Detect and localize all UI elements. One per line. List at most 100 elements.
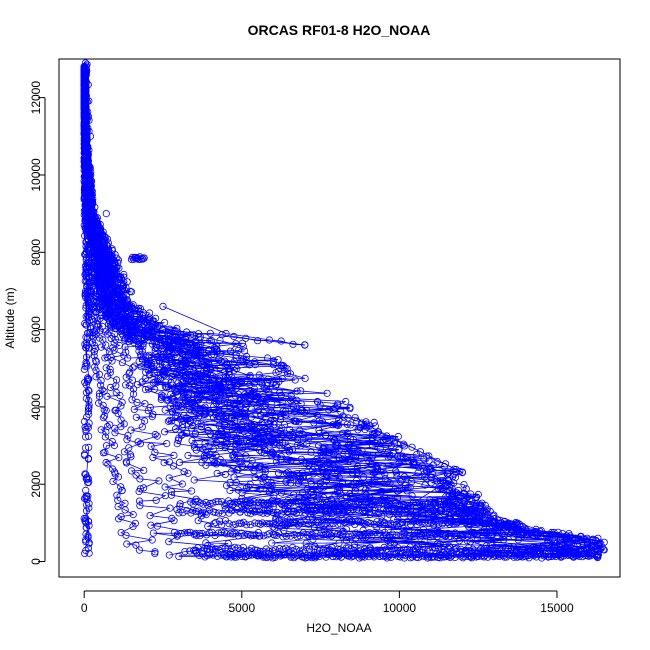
- data-point: [94, 323, 102, 331]
- data-point: [287, 392, 295, 400]
- data-point: [81, 250, 89, 259]
- data-point: [555, 540, 563, 548]
- data-point: [285, 546, 293, 554]
- data-point: [396, 486, 404, 494]
- data-point: [131, 326, 139, 334]
- data-point: [419, 545, 427, 554]
- data-point: [178, 378, 186, 386]
- data-point: [165, 474, 173, 482]
- data-point: [473, 530, 481, 538]
- data-point: [253, 507, 261, 515]
- data-point: [563, 532, 571, 540]
- data-point: [85, 549, 93, 557]
- data-point: [205, 347, 213, 355]
- data-point: [162, 361, 170, 369]
- data-point: [216, 517, 224, 525]
- data-point: [131, 362, 139, 370]
- data-point: [134, 320, 142, 328]
- data-point: [84, 544, 93, 552]
- data-point: [194, 517, 202, 525]
- data-point: [141, 417, 149, 425]
- data-point: [350, 540, 359, 549]
- data-point: [210, 520, 218, 528]
- data-point: [223, 433, 231, 441]
- data-point: [315, 518, 323, 527]
- data-point: [136, 485, 145, 493]
- data-point: [165, 458, 174, 466]
- data-point: [95, 266, 103, 274]
- data-point: [151, 548, 159, 556]
- data-point: [418, 540, 426, 549]
- data-point: [213, 415, 221, 423]
- data-point: [128, 334, 136, 342]
- data-point: [98, 276, 107, 285]
- data-point: [132, 413, 140, 421]
- data-point: [113, 254, 121, 262]
- data-point: [404, 483, 412, 492]
- data-point: [242, 334, 250, 342]
- data-point: [102, 364, 110, 372]
- data-point: [168, 514, 176, 523]
- data-point: [410, 458, 418, 466]
- data-point: [448, 484, 456, 492]
- data-point: [82, 219, 90, 228]
- data-point: [434, 545, 442, 553]
- data-point: [283, 443, 291, 451]
- data-point: [293, 396, 301, 404]
- data-point: [265, 487, 273, 496]
- data-point: [331, 441, 340, 450]
- data-point: [85, 504, 93, 512]
- data-point: [106, 368, 115, 377]
- data-point: [182, 336, 190, 344]
- data-point: [188, 437, 196, 445]
- data-point: [102, 428, 110, 436]
- data-point: [190, 441, 198, 449]
- data-point: [502, 553, 511, 561]
- data-point: [329, 405, 337, 413]
- data-point: [428, 544, 437, 552]
- data-point: [483, 544, 491, 553]
- data-point: [215, 376, 223, 384]
- data-point: [287, 552, 295, 560]
- data-point: [326, 520, 334, 528]
- data-point: [322, 520, 330, 528]
- data-point: [513, 521, 521, 529]
- data-point: [333, 421, 341, 429]
- data-point: [154, 374, 162, 382]
- data-point: [123, 436, 131, 444]
- data-point: [161, 483, 169, 491]
- data-point: [258, 519, 267, 527]
- data-point: [454, 490, 462, 499]
- data-point: [411, 550, 419, 559]
- data-point: [481, 519, 489, 528]
- data-point: [371, 422, 379, 430]
- data-point: [151, 321, 160, 329]
- data-point: [547, 550, 556, 559]
- data-point: [232, 351, 240, 359]
- data-point: [275, 517, 283, 525]
- data-point: [362, 491, 370, 499]
- data-point: [427, 529, 435, 537]
- data-point: [355, 518, 363, 526]
- data-point: [203, 452, 211, 460]
- data-point: [93, 247, 101, 255]
- data-point: [429, 512, 438, 520]
- data-point: [174, 365, 182, 373]
- data-point: [391, 436, 399, 444]
- data-point: [118, 359, 127, 367]
- data-point: [330, 436, 339, 444]
- data-point: [166, 402, 174, 410]
- data-point: [468, 528, 476, 537]
- data-point: [269, 361, 277, 369]
- data-point: [168, 487, 176, 496]
- data-point: [113, 314, 121, 322]
- data-point: [431, 508, 440, 516]
- data-point: [385, 552, 393, 560]
- data-point: [358, 552, 367, 560]
- data-point: [247, 413, 255, 421]
- data-point: [120, 448, 129, 456]
- data-point: [584, 546, 592, 554]
- data-point: [405, 457, 413, 465]
- data-point: [193, 353, 201, 361]
- data-point: [303, 485, 311, 493]
